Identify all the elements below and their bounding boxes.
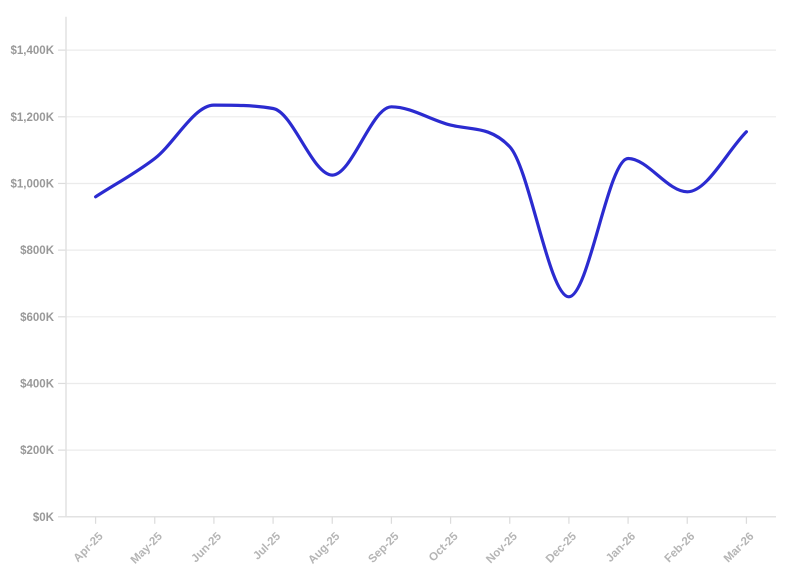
- y-axis-label: $1,200K: [11, 112, 55, 124]
- y-axis-label: $1,400K: [11, 45, 55, 57]
- x-axis-label: May-25: [129, 530, 165, 566]
- x-axis-label: Aug-25: [306, 530, 342, 566]
- x-axis-label: Oct-25: [427, 530, 461, 564]
- x-axis-label: Dec-25: [544, 530, 580, 566]
- x-axis-label: Jul-25: [251, 530, 283, 562]
- x-axis-label: Mar-26: [722, 530, 757, 565]
- y-axis-label: $1,000K: [11, 178, 55, 190]
- y-axis-label: $400K: [20, 378, 55, 390]
- y-axis-label: $0K: [33, 512, 55, 524]
- y-axis-label: $600K: [20, 312, 55, 324]
- x-axis-label: Jun-25: [189, 530, 224, 565]
- x-axis-label: Jan-26: [604, 530, 638, 564]
- x-axis-label: Sep-25: [366, 530, 402, 566]
- x-axis-label: Feb-26: [663, 530, 698, 565]
- x-axis-label: Nov-25: [484, 530, 520, 566]
- y-axis-label: $200K: [20, 445, 55, 457]
- revenue-series-line: [94, 103, 748, 299]
- y-axis-label: $800K: [20, 245, 55, 257]
- x-axis-label: Apr-25: [71, 530, 106, 565]
